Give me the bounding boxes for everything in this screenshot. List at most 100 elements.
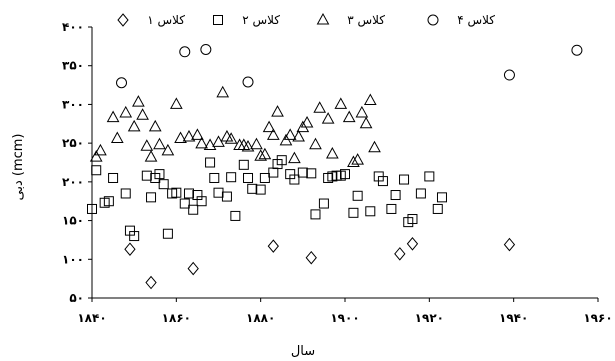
data-point	[161, 143, 175, 156]
y-tick-label: ۱۵۰	[62, 214, 84, 228]
data-point	[283, 128, 297, 140]
data-point	[179, 198, 190, 209]
legend-label: کلاس ۲	[242, 13, 280, 28]
data-point	[154, 169, 165, 180]
data-point	[348, 207, 359, 218]
data-point	[305, 250, 317, 265]
data-point	[196, 196, 207, 207]
data-point	[399, 174, 410, 185]
legend-item: کلاس ۴	[427, 13, 495, 28]
data-point	[342, 110, 356, 123]
legend-item: کلاس ۱	[117, 13, 185, 28]
series-triangle	[89, 85, 381, 167]
data-point	[132, 95, 145, 107]
data-point	[146, 192, 157, 203]
legend-diamond-icon	[117, 13, 129, 27]
data-point	[220, 129, 234, 142]
data-point	[363, 93, 377, 106]
x-tick-label: ۱۹۶۰	[583, 311, 612, 325]
data-point	[310, 209, 321, 220]
data-point	[148, 119, 162, 132]
data-point	[503, 69, 515, 81]
x-tick-label: ۱۹۰۰	[330, 311, 359, 325]
data-point	[129, 231, 140, 242]
data-point	[365, 206, 376, 217]
data-point	[406, 237, 419, 251]
data-point	[288, 151, 301, 164]
data-point	[162, 228, 173, 239]
y-axis-title: دبی (mcm)	[11, 133, 26, 200]
data-point	[340, 169, 350, 180]
data-point	[318, 198, 329, 209]
data-point	[221, 191, 232, 202]
data-point	[271, 105, 284, 117]
data-point	[347, 155, 360, 167]
data-point	[306, 168, 317, 179]
data-point	[355, 105, 369, 118]
data-point	[351, 153, 364, 165]
data-point	[377, 176, 388, 187]
data-point	[158, 179, 169, 190]
legend-label: کلاس ۴	[457, 13, 495, 28]
y-tick-label: ۱۰۰	[62, 252, 84, 266]
series-circle	[116, 43, 583, 89]
data-point	[262, 120, 276, 133]
data-point	[174, 131, 187, 143]
data-point	[259, 172, 270, 183]
data-point	[242, 76, 254, 88]
data-point	[255, 184, 266, 195]
legend: کلاس ۴ کلاس ۳ کلاس ۲ کلاس ۱	[117, 12, 495, 28]
legend-item: کلاس ۲	[213, 13, 280, 28]
data-point	[503, 237, 516, 252]
data-point	[571, 44, 583, 56]
data-point	[309, 137, 322, 150]
data-point	[108, 172, 119, 183]
data-point	[191, 128, 204, 140]
data-point	[226, 172, 237, 183]
data-point	[120, 188, 131, 199]
data-point	[432, 203, 443, 214]
x-axis-title: سال	[291, 344, 315, 359]
data-point	[224, 132, 238, 144]
data-point	[91, 165, 102, 176]
data-point	[415, 188, 426, 199]
data-point	[267, 239, 279, 253]
data-point	[171, 187, 182, 198]
data-point	[209, 172, 220, 183]
data-point	[313, 101, 327, 113]
data-point	[352, 190, 363, 201]
x-axis: ۱۸۴۰ ۱۸۶۰ ۱۸۸۰ ۱۹۰۰ ۱۹۲۰ ۱۹۴۰ ۱۹۶۰	[77, 297, 613, 325]
data-point	[241, 139, 255, 152]
data-point	[200, 43, 212, 55]
data-point	[140, 139, 154, 151]
legend-circle-icon	[427, 14, 439, 26]
legend-label: کلاس ۱	[147, 13, 185, 28]
x-tick-label: ۱۹۴۰	[499, 311, 528, 325]
plot-area	[87, 43, 583, 290]
data-point	[250, 137, 263, 150]
y-axis: ۵۰ ۱۰۰ ۱۵۰ ۲۰۰ ۲۵۰ ۳۰۰ ۳۵۰ ۴۰۰	[62, 20, 93, 305]
data-point	[182, 129, 196, 142]
data-point	[179, 46, 191, 58]
y-tick-label: ۲۵۰	[62, 136, 84, 150]
y-tick-label: ۳۵۰	[62, 59, 84, 73]
y-tick-label: ۵۰	[69, 291, 84, 305]
series-diamond	[124, 237, 516, 290]
data-point	[334, 97, 348, 109]
data-point	[195, 136, 208, 149]
data-point	[116, 77, 128, 89]
data-point	[258, 147, 272, 160]
data-point	[292, 129, 305, 142]
y-tick-label: ۲۰۰	[62, 175, 84, 189]
data-point	[103, 196, 114, 207]
data-point	[254, 149, 268, 161]
data-point	[145, 275, 157, 290]
data-point	[187, 261, 199, 276]
data-point	[119, 105, 133, 118]
data-point	[386, 203, 397, 214]
data-point	[216, 85, 230, 98]
data-point	[394, 247, 406, 261]
data-point	[266, 128, 280, 140]
data-point	[203, 138, 217, 150]
